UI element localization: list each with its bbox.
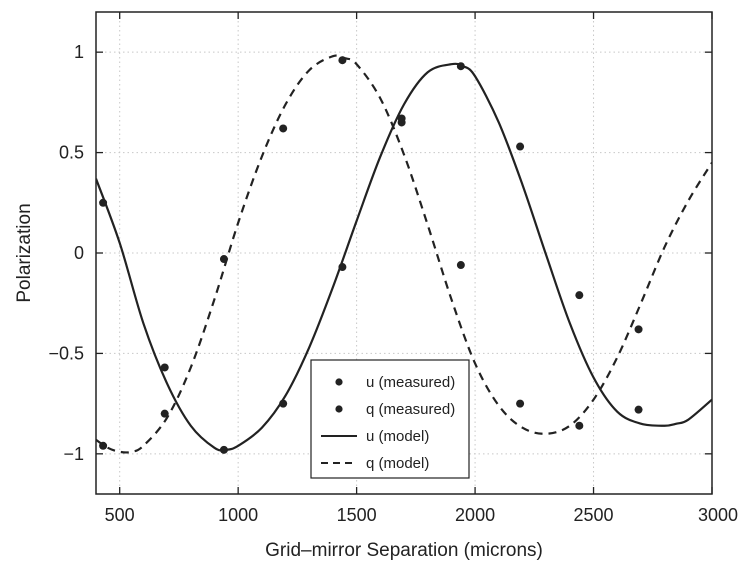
data-point-q-measured — [456, 261, 465, 270]
x-tick-label: 2500 — [574, 505, 614, 525]
y-tick-label: −1 — [63, 444, 84, 464]
legend-label-u-measured: u (measured) — [366, 374, 455, 391]
series-layer — [96, 54, 712, 454]
data-point-q-measured — [397, 118, 406, 127]
y-tick-label: 0 — [74, 243, 84, 263]
data-point-u-measured — [160, 363, 169, 372]
legend-swatch-u-measured — [335, 378, 343, 386]
series-line-u-model — [96, 62, 712, 452]
legend: u (measured) q (measured) u (model) q (mode… — [310, 359, 470, 479]
x-tick-label: 2000 — [455, 505, 495, 525]
legend-swatch-q-measured — [335, 405, 343, 413]
x-axis-label: Grid–mirror Separation (microns) — [265, 540, 543, 561]
y-tick-label: 0.5 — [59, 143, 84, 163]
data-point-q-measured — [575, 421, 584, 430]
x-tick-label: 1500 — [337, 505, 377, 525]
x-tick-label: 3000 — [698, 505, 738, 525]
legend-label-q-measured: q (measured) — [366, 401, 455, 418]
y-tick-label: −0.5 — [48, 343, 84, 363]
x-tick-label: 1000 — [218, 505, 258, 525]
data-point-q-measured — [279, 124, 288, 133]
data-point-u-measured — [575, 291, 584, 300]
y-tick-label: 1 — [74, 42, 84, 62]
axis-ticks: 500 1000 1500 2000 2500 3000 −1 −0.5 0 0.5 1 — [48, 12, 738, 525]
series-line-q-model — [96, 54, 712, 454]
legend-items: u (measured) q (measured) u (model) q (mode… — [321, 374, 455, 472]
x-tick-label: 500 — [105, 505, 135, 525]
data-point-u-measured — [516, 142, 525, 151]
data-point-q-measured — [516, 399, 525, 408]
legend-label-q-model: q (model) — [366, 455, 429, 472]
y-axis-label: Polarization — [14, 203, 35, 302]
data-point-u-measured — [634, 405, 643, 414]
data-point-q-measured — [160, 409, 169, 418]
legend-label-u-model: u (model) — [366, 428, 429, 445]
data-point-q-measured — [634, 325, 643, 334]
